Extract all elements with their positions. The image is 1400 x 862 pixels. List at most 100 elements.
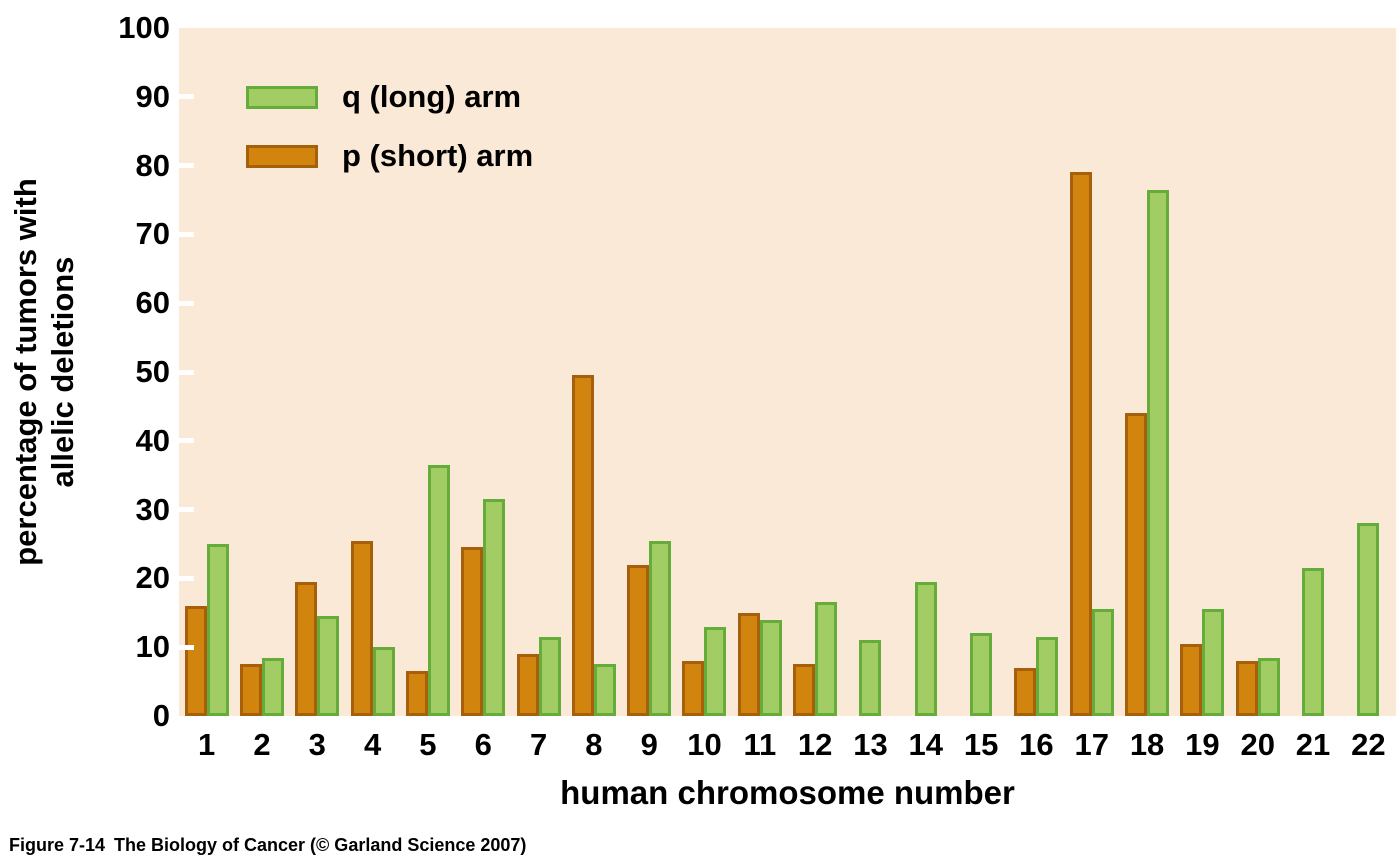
x-category-label: 14 (908, 727, 944, 762)
bar-group-chromosome-14 (898, 28, 953, 716)
bar-group-chromosome-19 (1175, 28, 1230, 716)
x-category-label: 18 (1129, 727, 1165, 762)
bar-p-arm (405, 671, 428, 716)
x-category-label: 4 (363, 727, 382, 762)
bar-q-arm (859, 640, 882, 716)
y-tick-dash (179, 369, 194, 375)
bar-q-arm (1257, 657, 1280, 716)
y-tick-dash (179, 575, 194, 581)
bar-p-arm (516, 654, 539, 716)
x-category-label: 1 (198, 727, 216, 762)
bar-group-chromosome-5 (400, 28, 455, 716)
bar-q-arm (317, 616, 340, 716)
y-tick-dash (179, 231, 194, 237)
bar-q-arm (1357, 523, 1380, 716)
y-tick-label: 50 (135, 354, 170, 389)
x-category-label: 16 (1019, 727, 1054, 762)
bar-p-arm (627, 564, 650, 716)
bar-group-chromosome-17 (1064, 28, 1119, 716)
bar-q-arm (593, 664, 616, 716)
y-tick-dash (179, 163, 194, 169)
legend-swatch-q-arm (246, 85, 318, 109)
bar-q-arm (1091, 609, 1114, 716)
y-tick-dash (179, 644, 194, 650)
bar-p-arm (461, 547, 484, 716)
bar-q-arm (1146, 189, 1169, 716)
y-tick-label: 80 (135, 147, 170, 183)
y-tick-label: 30 (135, 491, 170, 527)
bar-q-arm (483, 499, 506, 716)
bar-q-arm (759, 619, 782, 716)
x-category-label: 7 (529, 727, 548, 762)
bar-group-chromosome-21 (1285, 28, 1340, 716)
bar-q-arm (1301, 568, 1324, 716)
x-category-label: 11 (743, 727, 777, 762)
bar-q-arm (1036, 636, 1059, 716)
y-tick-dash (179, 300, 194, 306)
bar-group-chromosome-12 (787, 28, 842, 716)
bar-q-arm (970, 633, 993, 716)
x-category-label: 10 (687, 727, 722, 762)
bar-group-chromosome-7 (511, 28, 566, 716)
bar-p-arm (350, 540, 373, 716)
bar-p-arm (239, 664, 262, 716)
y-tick-label: 70 (135, 216, 170, 252)
legend-label-p-arm: p (short) arm (342, 138, 534, 173)
bar-group-chromosome-3 (290, 28, 345, 716)
x-category-label: 12 (797, 727, 833, 762)
bar-p-arm (682, 660, 705, 716)
bar-group-chromosome-16 (1009, 28, 1064, 716)
bar-group-chromosome-8 (566, 28, 621, 716)
bar-group-chromosome-22 (1341, 28, 1396, 716)
bar-group-chromosome-2 (234, 28, 289, 716)
bar-q-arm (815, 602, 838, 716)
bar-p-arm (1124, 413, 1147, 716)
y-axis-title: percentage of tumors with allelic deleti… (7, 22, 81, 722)
y-tick-label: 40 (135, 422, 170, 458)
bar-p-arm (1180, 643, 1203, 716)
bar-p-arm (184, 605, 207, 716)
bar-group-chromosome-11 (732, 28, 787, 716)
bar-p-arm (737, 612, 760, 716)
x-category-label: 3 (308, 727, 326, 762)
x-category-label: 17 (1074, 727, 1109, 762)
plot-background (179, 28, 1396, 716)
x-category-label: 2 (253, 727, 271, 762)
legend-swatch-p-arm (246, 144, 318, 168)
y-tick-label: 100 (118, 10, 170, 45)
y-tick-dash (179, 438, 194, 444)
x-category-label: 6 (474, 727, 492, 762)
bar-p-arm (793, 664, 816, 716)
bar-group-chromosome-9 (622, 28, 677, 716)
legend-item-q-arm: q (long) arm (246, 74, 533, 120)
bar-group-chromosome-1 (179, 28, 234, 716)
x-category-label: 22 (1351, 727, 1386, 762)
bar-q-arm (649, 540, 672, 716)
x-category-label: 5 (419, 727, 437, 762)
bar-group-chromosome-15 (953, 28, 1008, 716)
bar-q-arm (372, 647, 395, 716)
bar-p-arm (1014, 667, 1037, 716)
bar-group-chromosome-18 (1119, 28, 1174, 716)
y-axis-title-line2: allelic deletions (45, 256, 80, 488)
y-axis-title-line1: percentage of tumors with (8, 178, 43, 566)
x-category-label: 13 (853, 727, 888, 762)
legend-item-p-arm: p (short) arm (246, 133, 533, 179)
x-category-label: 19 (1185, 727, 1220, 762)
y-tick-label: 20 (135, 560, 170, 596)
bar-q-arm (704, 626, 727, 716)
bar-p-arm (295, 581, 318, 716)
y-tick-label: 10 (135, 629, 170, 665)
bar-group-chromosome-6 (456, 28, 511, 716)
figure-caption: Figure 7-14 The Biology of Cancer (© Garl… (9, 835, 526, 856)
x-category-label: 8 (585, 727, 603, 762)
bar-p-arm (1069, 172, 1092, 716)
bar-q-arm (1202, 609, 1225, 716)
bar-group-chromosome-10 (677, 28, 732, 716)
legend-label-q-arm: q (long) arm (342, 79, 522, 114)
bar-p-arm (1235, 660, 1258, 716)
x-category-label: 21 (1295, 727, 1331, 762)
y-tick-dash (179, 507, 194, 513)
bar-group-chromosome-20 (1230, 28, 1285, 716)
x-category-label: 20 (1240, 727, 1275, 762)
